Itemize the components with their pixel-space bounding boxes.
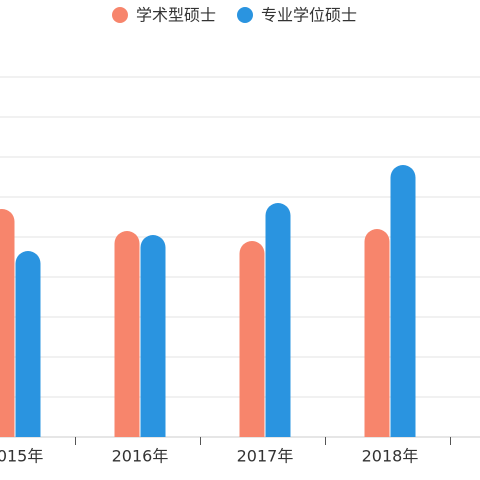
bar — [0, 209, 15, 437]
legend-label: 专业学位硕士 — [261, 6, 357, 25]
x-tick-label: 2015年 — [0, 447, 43, 466]
bar — [364, 229, 390, 437]
bar — [265, 203, 291, 437]
legend-label: 学术型硕士 — [136, 6, 216, 25]
bar — [140, 234, 166, 437]
bar — [114, 231, 140, 437]
x-tick-label: 2016年 — [112, 447, 169, 466]
bar — [390, 165, 416, 437]
bar — [15, 251, 41, 437]
legend-swatch — [237, 7, 253, 23]
legend-swatch — [112, 7, 128, 23]
x-tick-label: 2018年 — [362, 447, 419, 466]
bar — [239, 240, 265, 437]
x-tick-label: 2017年 — [237, 447, 294, 466]
